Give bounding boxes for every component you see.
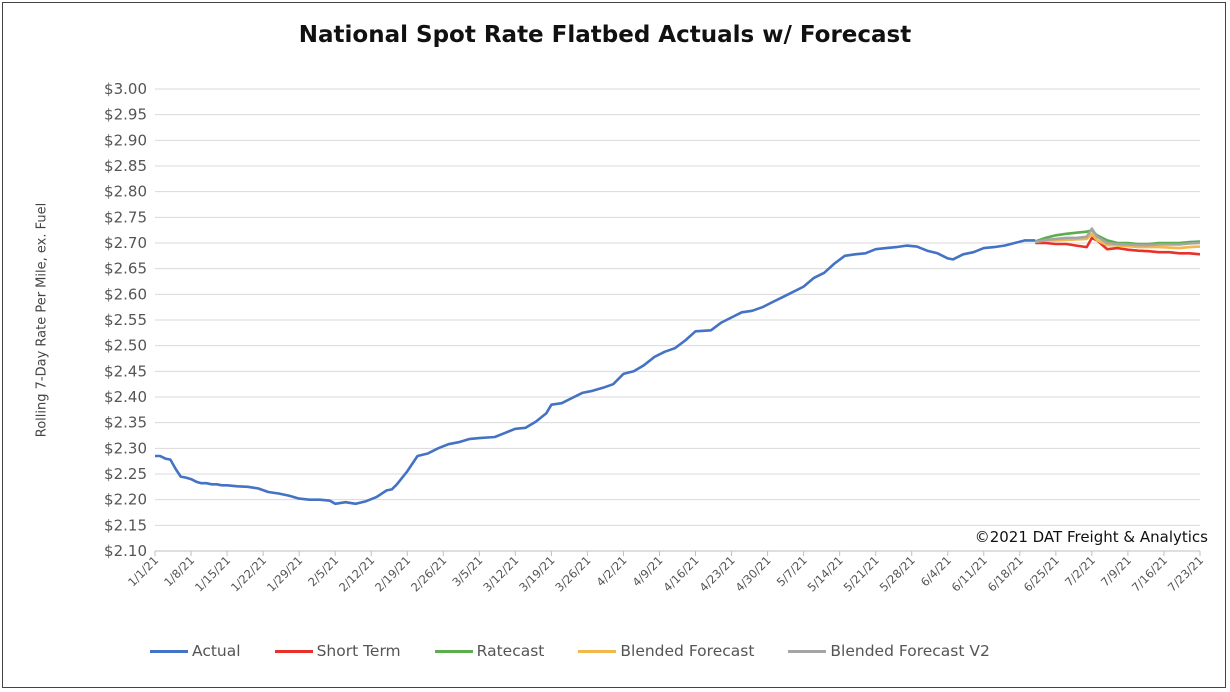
series-line-short-term [1035, 236, 1201, 256]
y-tick-label: $2.95 [104, 106, 147, 124]
y-tick-label: $2.80 [104, 183, 147, 201]
legend-swatch [150, 649, 188, 653]
legend-swatch [578, 649, 617, 653]
legend-item: Blended Forecast [578, 642, 754, 660]
y-tick-label: $2.20 [104, 491, 147, 509]
x-tick-label: 5/28/21 [877, 553, 918, 594]
y-tick-label: $2.30 [104, 439, 147, 457]
legend-swatch [274, 649, 313, 653]
x-tick-label: 7/2/21 [1062, 553, 1098, 589]
x-tick-label: 7/16/21 [1129, 553, 1170, 594]
y-tick-label: $2.60 [104, 285, 147, 303]
legend-swatch [434, 649, 473, 653]
x-tick-label: 2/12/21 [336, 553, 377, 594]
x-tick-label: 4/30/21 [732, 553, 773, 594]
series-lines [155, 227, 1201, 506]
legend-swatch [788, 649, 827, 653]
legend-item: Blended Forecast V2 [788, 642, 990, 660]
x-tick-label: 1/29/21 [264, 553, 305, 594]
y-tick-label: $2.35 [104, 414, 147, 432]
x-axis: 1/1/21 1/8/211/15/211/22/211/29/21 2/5/212… [125, 550, 1206, 594]
legend-label: Blended Forecast [620, 642, 755, 660]
y-tick-labels: $3.00 $2.95 $2.90 $2.85 $2.80 $2.75 $2.70 $2.65… [104, 80, 147, 560]
y-tick-label: $2.50 [104, 337, 147, 355]
copyright-annotation: ©2021 DAT Freight & Analytics [975, 528, 1208, 546]
legend-label: Blended Forecast V2 [830, 642, 990, 660]
y-tick-label: $2.85 [104, 157, 147, 175]
legend-item: Actual [150, 642, 241, 660]
series-line-ratecast [1034, 228, 1201, 246]
series-line-blended-forecast [1035, 232, 1201, 250]
chart-title: National Spot Rate Flatbed Actuals w/ Fo… [298, 22, 912, 48]
x-tick-label: 6/11/21 [949, 553, 990, 594]
legend-item: Ratecast [434, 642, 545, 660]
x-tick-label: 4/16/21 [660, 553, 701, 594]
legend-label: Short Term [316, 642, 401, 660]
y-tick-label: $2.65 [104, 260, 147, 278]
series-line-actual [155, 239, 1036, 506]
x-tick-label: 4/2/21 [593, 553, 629, 589]
y-tick-label: $2.10 [104, 542, 147, 560]
x-tick-label: 1/15/21 [192, 553, 233, 594]
x-tick-label: 3/12/21 [480, 553, 521, 594]
y-tick-label: $2.70 [104, 234, 147, 252]
x-tick-label: 3/26/21 [552, 553, 593, 594]
legend: Actual Short Term Ratecast Blended Forecast… [150, 642, 1024, 660]
x-tick-label: 2/19/21 [372, 553, 413, 594]
x-tick-label: 2/26/21 [408, 553, 449, 594]
series-line-blended-forecast-v2 [1035, 227, 1201, 247]
x-tick-label: 5/14/21 [805, 553, 846, 594]
x-tick-label: 6/18/21 [985, 553, 1026, 594]
x-tick-label: 6/25/21 [1021, 553, 1062, 594]
y-tick-label: $2.25 [104, 465, 147, 483]
x-tick-label: 7/23/21 [1165, 553, 1206, 594]
y-tick-label: $2.90 [104, 131, 147, 149]
x-tick-label: 1/22/21 [228, 553, 269, 594]
y-tick-label: $2.55 [104, 311, 147, 329]
x-tick-label: 4/23/21 [696, 553, 737, 594]
y-tick-label: $2.15 [104, 516, 147, 534]
legend-label: Ratecast [476, 642, 545, 660]
x-tick-label: 5/21/21 [841, 553, 882, 594]
y-tick-label: $2.45 [104, 362, 147, 380]
y-tick-label: $2.75 [104, 208, 147, 226]
x-tick-label: 3/19/21 [516, 553, 557, 594]
y-tick-label: $3.00 [104, 80, 147, 98]
gridlines [155, 88, 1200, 552]
y-tick-label: $2.40 [104, 388, 147, 406]
legend-item: Short Term [274, 642, 401, 660]
legend-label: Actual [192, 642, 241, 660]
